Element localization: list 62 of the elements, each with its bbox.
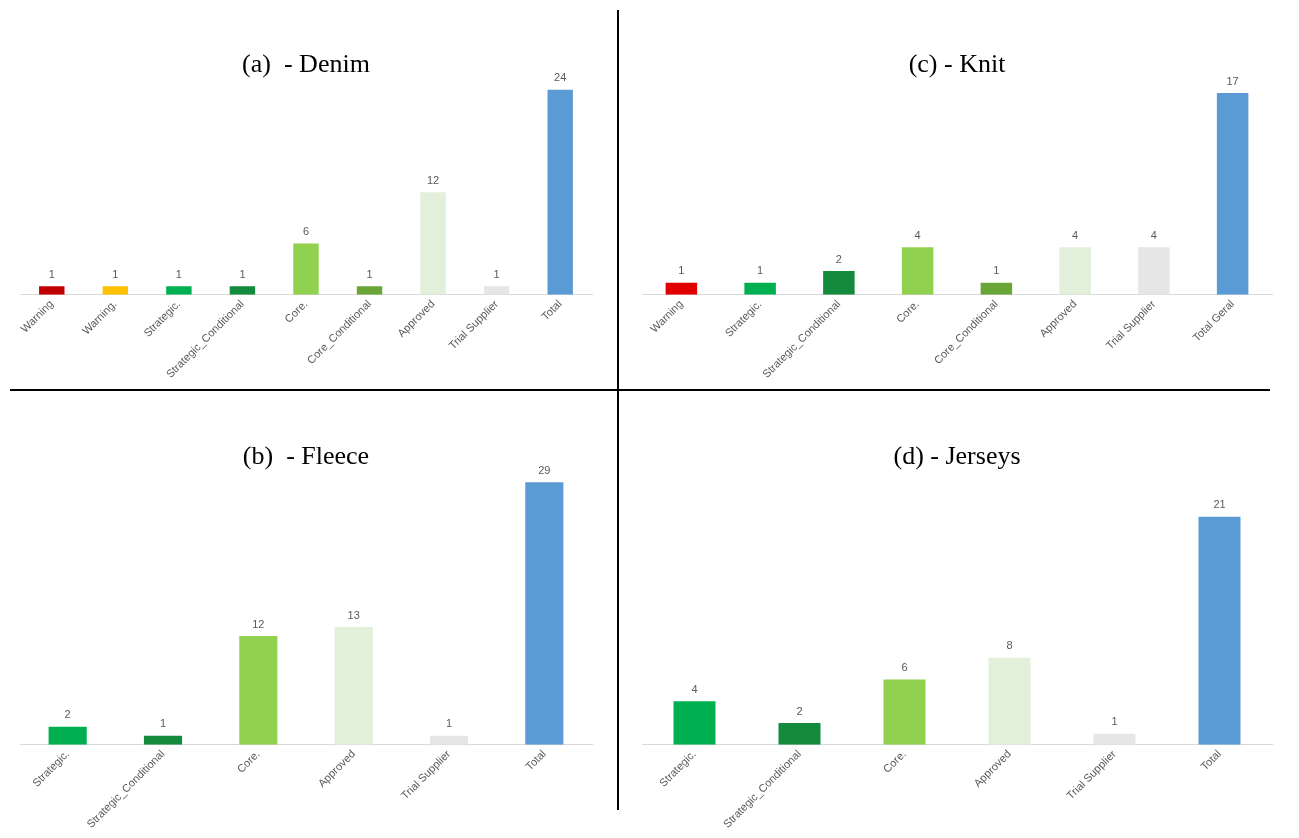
data-label: 21: [1213, 498, 1226, 511]
data-label: 6: [302, 225, 310, 238]
bar: [1216, 93, 1249, 295]
bar: [293, 243, 319, 295]
data-label: 2: [835, 252, 842, 265]
data-label: 8: [1006, 639, 1013, 652]
data-label: 1: [112, 267, 119, 280]
bar: [102, 286, 129, 295]
data-label: 1: [757, 264, 764, 277]
bar: [239, 636, 278, 745]
data-label: 2: [796, 704, 803, 717]
bar: [883, 679, 926, 745]
x-tick-label: Core.: [893, 297, 922, 325]
data-label: 1: [366, 267, 373, 280]
data-label: 4: [1150, 228, 1157, 241]
bar: [665, 282, 698, 295]
chart-title: (d) - Jerseys: [893, 441, 1021, 471]
chart-title: (a) - Denim: [242, 49, 370, 79]
data-label: 1: [159, 717, 167, 730]
data-label: 4: [914, 228, 921, 241]
bar: [1198, 516, 1241, 745]
bar: [778, 723, 821, 745]
bar: [901, 247, 934, 295]
bar: [48, 726, 87, 745]
data-label: 17: [1226, 74, 1239, 87]
data-label: 24: [554, 71, 567, 84]
bar: [483, 286, 510, 295]
data-label: 1: [493, 267, 500, 280]
data-label: 1: [239, 267, 246, 280]
bar: [356, 286, 383, 295]
bar: [988, 657, 1031, 745]
bar: [1138, 247, 1170, 295]
bar: [525, 482, 564, 745]
x-tick-label: Core.: [880, 747, 909, 775]
data-label: 13: [347, 608, 360, 621]
data-label: 12: [426, 173, 440, 186]
bar: [39, 286, 65, 295]
bar: [673, 701, 716, 745]
data-label: 29: [538, 463, 551, 476]
bar: [1059, 247, 1091, 295]
bar: [420, 192, 446, 295]
bar: [980, 282, 1013, 295]
data-label: 1: [445, 717, 453, 730]
data-label: 1: [993, 264, 1000, 277]
bar: [1093, 733, 1136, 745]
bar: [166, 286, 192, 295]
data-label: 1: [175, 267, 182, 280]
bar: [744, 282, 776, 295]
bar: [229, 286, 256, 295]
bar: [823, 271, 855, 295]
data-label: 2: [64, 708, 71, 721]
bar: [334, 627, 373, 745]
chart-title: (b) - Fleece: [242, 441, 370, 471]
data-label: 4: [1072, 228, 1079, 241]
data-label: 1: [1111, 715, 1118, 728]
data-label: 4: [691, 682, 698, 695]
chart-title: (c) - Knit: [908, 49, 1007, 79]
data-label: 6: [901, 661, 908, 674]
data-label: 12: [252, 617, 265, 630]
bar: [547, 89, 573, 295]
data-label: 1: [678, 264, 685, 277]
data-label: 1: [48, 267, 55, 280]
